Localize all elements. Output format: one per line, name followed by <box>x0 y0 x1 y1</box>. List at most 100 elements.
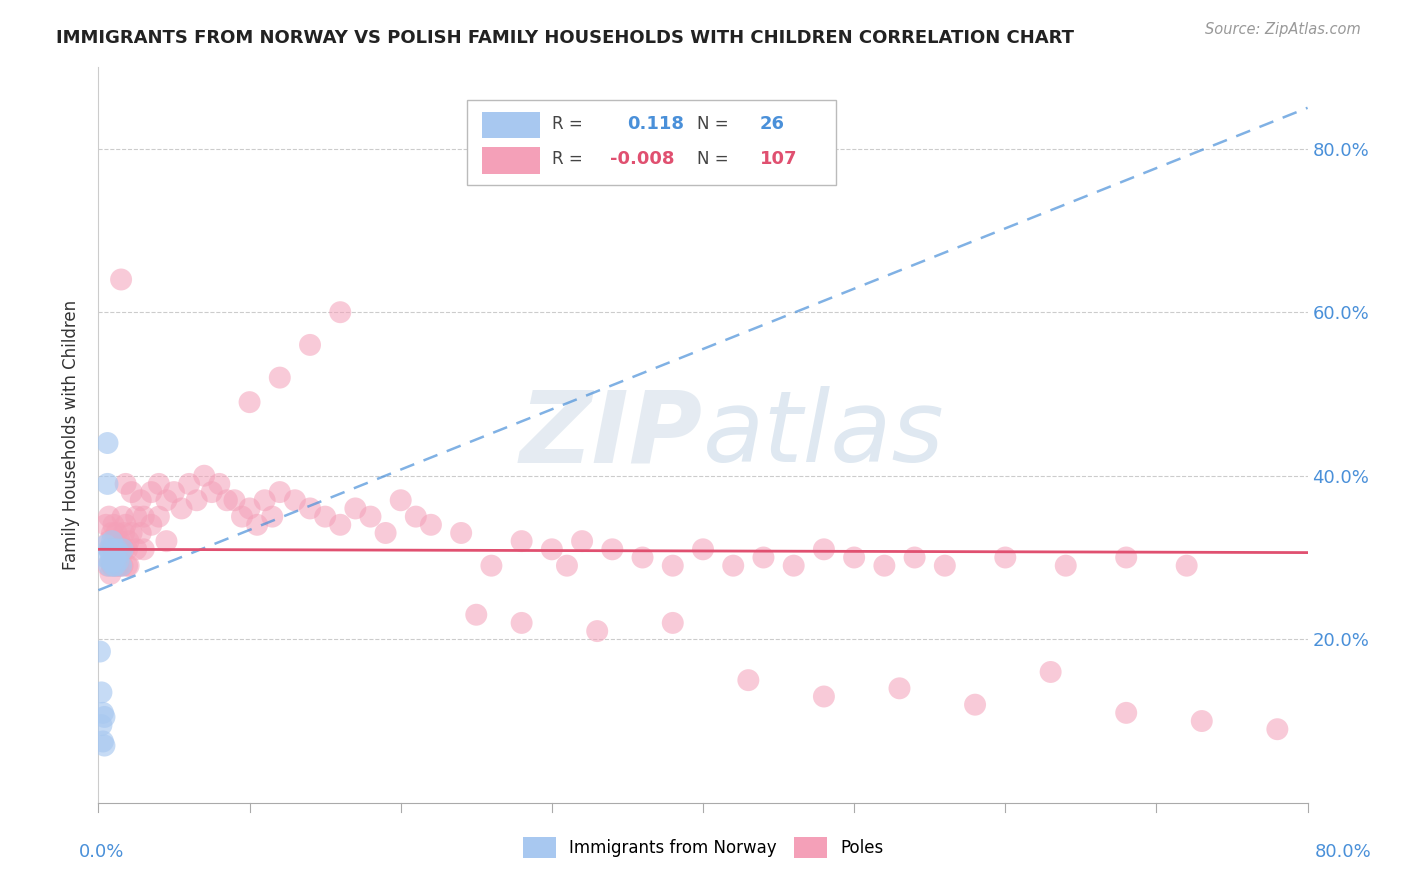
Point <box>239 395 262 409</box>
Point <box>107 555 129 569</box>
Point <box>108 534 131 549</box>
Point <box>510 615 533 630</box>
Point <box>118 558 141 573</box>
Point <box>129 525 152 540</box>
Point <box>98 534 121 549</box>
Point <box>540 542 562 557</box>
Point <box>103 542 125 557</box>
Point <box>104 550 127 565</box>
Point <box>121 525 143 540</box>
Point <box>269 485 291 500</box>
Point <box>94 550 117 565</box>
Point <box>101 558 124 573</box>
Point <box>132 542 155 557</box>
Point <box>299 501 322 516</box>
Text: IMMIGRANTS FROM NORWAY VS POLISH FAMILY HOUSEHOLDS WITH CHILDREN CORRELATION CHA: IMMIGRANTS FROM NORWAY VS POLISH FAMILY … <box>56 29 1074 46</box>
Point <box>631 550 654 565</box>
Point <box>783 558 806 573</box>
Text: R =: R = <box>551 150 582 168</box>
Point <box>108 546 131 560</box>
Point <box>104 534 127 549</box>
Point <box>873 558 896 573</box>
Point <box>125 542 148 557</box>
Point <box>100 555 122 569</box>
Point <box>101 525 124 540</box>
Point <box>115 542 138 557</box>
Point <box>96 436 118 450</box>
Point <box>299 338 322 352</box>
Point <box>374 525 396 540</box>
Point <box>450 525 472 540</box>
Point <box>215 493 238 508</box>
Text: Source: ZipAtlas.com: Source: ZipAtlas.com <box>1205 22 1361 37</box>
Point <box>108 558 131 573</box>
Point <box>107 558 129 573</box>
Point <box>100 566 122 581</box>
Point <box>465 607 488 622</box>
Point <box>723 558 745 573</box>
Point <box>571 534 593 549</box>
Point <box>98 558 121 573</box>
Point <box>889 681 911 696</box>
Point <box>96 476 118 491</box>
Point <box>105 542 128 557</box>
Point <box>100 546 122 560</box>
Point <box>224 493 246 508</box>
Point <box>1039 665 1062 679</box>
Point <box>90 718 112 732</box>
Point <box>101 555 124 569</box>
Point <box>344 501 367 516</box>
Point <box>1175 558 1198 573</box>
Point <box>231 509 253 524</box>
FancyBboxPatch shape <box>482 147 540 174</box>
Point <box>141 517 163 532</box>
Point <box>115 558 138 573</box>
FancyBboxPatch shape <box>482 112 540 138</box>
Point <box>94 538 117 552</box>
Point <box>201 485 224 500</box>
Point <box>114 517 136 532</box>
Point <box>103 542 125 557</box>
Text: -0.008: -0.008 <box>610 150 675 168</box>
Point <box>193 468 215 483</box>
Point <box>389 493 412 508</box>
Point <box>129 493 152 508</box>
Point <box>104 558 127 573</box>
Text: atlas: atlas <box>703 386 945 483</box>
Point <box>141 485 163 500</box>
Point <box>118 534 141 549</box>
Point <box>253 493 276 508</box>
Point <box>94 517 117 532</box>
Point <box>155 534 177 549</box>
Point <box>112 542 135 557</box>
Text: 107: 107 <box>759 150 797 168</box>
Text: R =: R = <box>551 115 582 133</box>
Point <box>170 501 193 516</box>
Point <box>481 558 503 573</box>
Point <box>111 509 134 524</box>
Point <box>125 509 148 524</box>
Point <box>208 476 231 491</box>
Text: 0.0%: 0.0% <box>79 843 124 861</box>
Text: N =: N = <box>697 150 728 168</box>
Point <box>1054 558 1077 573</box>
Point <box>405 509 427 524</box>
Text: 0.118: 0.118 <box>627 115 683 133</box>
Point <box>1191 714 1213 728</box>
Point <box>555 558 578 573</box>
Point <box>813 690 835 704</box>
FancyBboxPatch shape <box>467 100 837 185</box>
Point <box>148 509 170 524</box>
Point <box>262 509 284 524</box>
Text: 26: 26 <box>759 115 785 133</box>
Legend: Immigrants from Norway, Poles: Immigrants from Norway, Poles <box>516 830 890 864</box>
Point <box>148 476 170 491</box>
Point <box>737 673 759 687</box>
Point <box>101 534 124 549</box>
Text: 80.0%: 80.0% <box>1315 843 1371 861</box>
Point <box>602 542 624 557</box>
Point <box>114 476 136 491</box>
Point <box>121 485 143 500</box>
Point <box>586 624 609 639</box>
Point <box>93 710 115 724</box>
